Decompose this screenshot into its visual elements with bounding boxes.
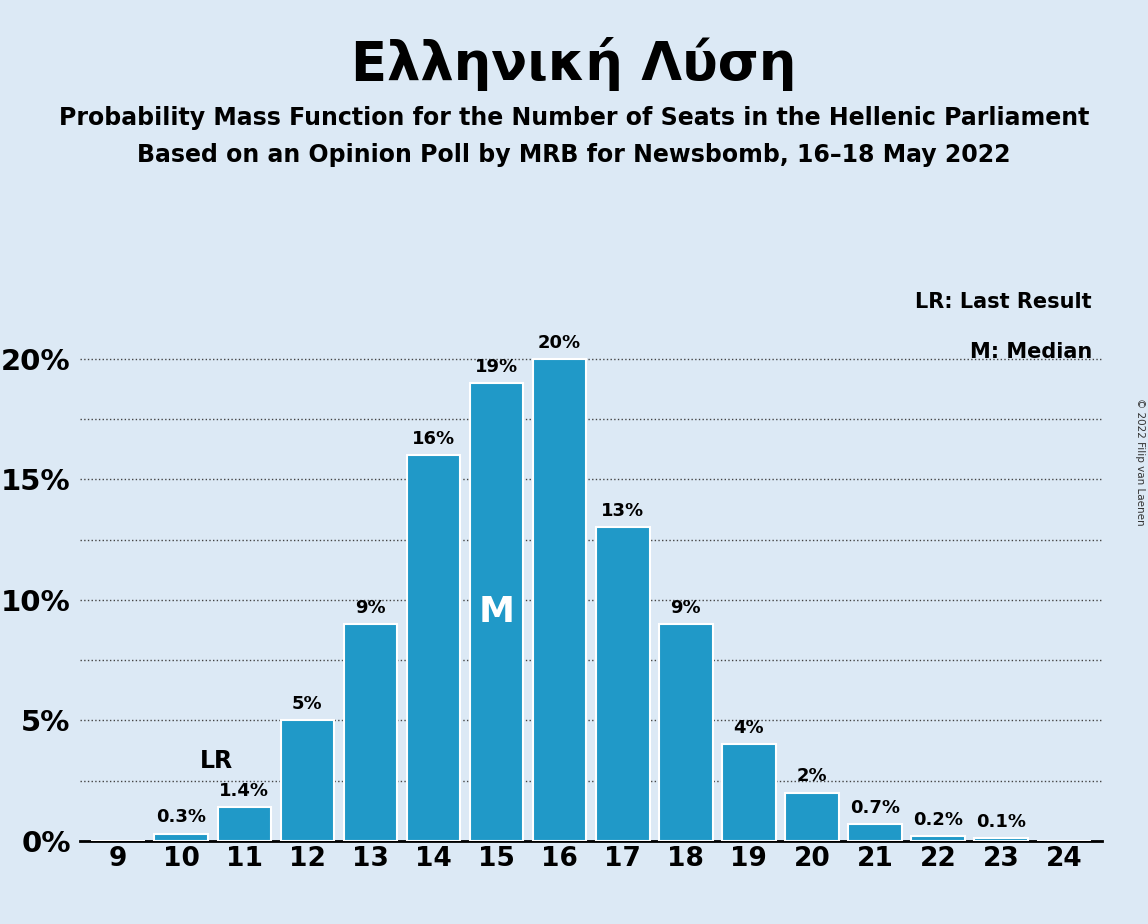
Text: Based on an Opinion Poll by MRB for Newsbomb, 16–18 May 2022: Based on an Opinion Poll by MRB for News… xyxy=(138,143,1010,167)
Text: 2%: 2% xyxy=(797,768,828,785)
Bar xyxy=(470,383,523,841)
Text: 13%: 13% xyxy=(602,503,644,520)
Text: 9%: 9% xyxy=(355,599,386,616)
Bar xyxy=(280,721,334,841)
Bar xyxy=(343,624,397,841)
Text: 19%: 19% xyxy=(475,358,518,376)
Text: © 2022 Filip van Laenen: © 2022 Filip van Laenen xyxy=(1135,398,1145,526)
Bar xyxy=(848,824,902,841)
Text: Probability Mass Function for the Number of Seats in the Hellenic Parliament: Probability Mass Function for the Number… xyxy=(59,106,1089,130)
Text: 5%: 5% xyxy=(292,695,323,713)
Text: LR: Last Result: LR: Last Result xyxy=(915,292,1092,312)
Bar xyxy=(406,456,460,841)
Text: 16%: 16% xyxy=(412,430,455,448)
Bar xyxy=(155,833,208,841)
Text: 0.2%: 0.2% xyxy=(913,810,963,829)
Text: M: M xyxy=(479,595,514,629)
Text: 0.3%: 0.3% xyxy=(156,808,207,826)
Text: 9%: 9% xyxy=(670,599,701,616)
Bar xyxy=(722,745,776,841)
Bar xyxy=(912,836,965,841)
Bar xyxy=(217,807,271,841)
Bar xyxy=(533,359,587,841)
Text: 0.7%: 0.7% xyxy=(850,798,900,817)
Text: 0.1%: 0.1% xyxy=(976,813,1026,832)
Bar xyxy=(785,793,839,841)
Bar xyxy=(659,624,713,841)
Text: LR: LR xyxy=(200,749,233,773)
Text: 20%: 20% xyxy=(538,334,581,351)
Text: 1.4%: 1.4% xyxy=(219,782,270,800)
Text: 4%: 4% xyxy=(734,719,765,737)
Bar xyxy=(596,528,650,841)
Bar xyxy=(975,838,1027,841)
Text: M: Median: M: Median xyxy=(970,342,1092,362)
Text: Ελληνική Λύση: Ελληνική Λύση xyxy=(351,37,797,91)
